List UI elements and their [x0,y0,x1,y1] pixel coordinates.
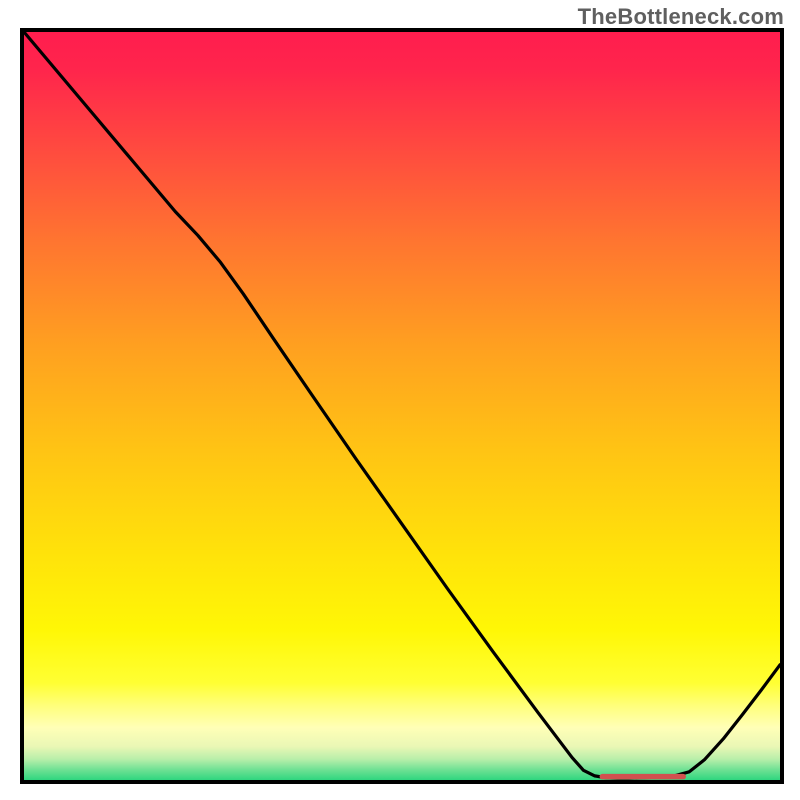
watermark-text: TheBottleneck.com [578,4,784,30]
chart-frame [20,28,784,784]
bottleneck-curve-path [24,32,780,778]
chart-svg [24,32,780,780]
